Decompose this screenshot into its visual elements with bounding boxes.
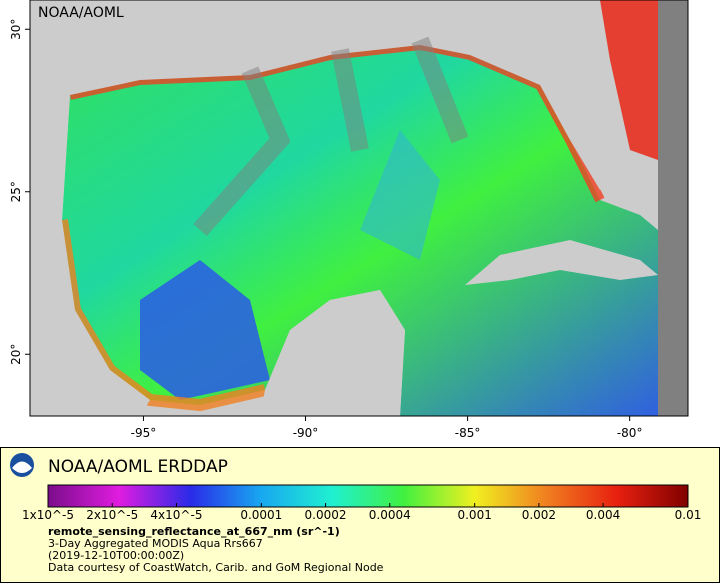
colorbar-tick-label: 2x10^-5 xyxy=(86,508,138,522)
time: (2019-12-10T00:00:00Z) xyxy=(48,549,184,562)
variable-name: remote_sensing_reflectance_at_667_nm (sr… xyxy=(48,525,340,538)
y-tick-label: 25° xyxy=(9,181,23,202)
legend-title: NOAA/AOML ERDDAP xyxy=(48,457,228,477)
map-image xyxy=(30,0,688,416)
colorbar-tick-label: 4x10^-5 xyxy=(150,508,202,522)
x-tick-label: -90° xyxy=(293,426,319,440)
colorbar xyxy=(47,484,689,508)
colorbar-ticks: 1x10^-5 2x10^-5 4x10^-5 0.0001 0.0002 0.0004 0… xyxy=(22,503,701,522)
colorbar-tick-label: 0.002 xyxy=(522,508,556,522)
y-tick-label: 30° xyxy=(9,19,23,40)
colorbar-tick-label: 0.0004 xyxy=(369,508,411,522)
colorbar-tick-label: 0.01 xyxy=(675,508,702,522)
colorbar-tick-label: 0.001 xyxy=(457,508,491,522)
colorbar-tick-label: 0.0001 xyxy=(240,508,282,522)
legend-panel xyxy=(0,447,720,583)
colorbar-tick-label: 1x10^-5 xyxy=(22,508,74,522)
credit: Data courtesy of CoastWatch, Carib. and … xyxy=(48,561,384,574)
x-tick-label: -80° xyxy=(617,426,643,440)
colorbar-tick-label: 0.0002 xyxy=(305,508,347,522)
dataset-description: 3-Day Aggregated MODIS Aqua Rrs667 xyxy=(48,537,263,550)
watermark: NOAA/AOML xyxy=(38,5,124,21)
x-tick-label: -85° xyxy=(455,426,481,440)
noaa-logo xyxy=(10,453,34,477)
axes: -95° -90° -85° -80° 20° 25° 30° xyxy=(9,19,642,440)
x-tick-label: -95° xyxy=(131,426,157,440)
map-frame xyxy=(29,0,689,417)
y-tick-label: 20° xyxy=(9,344,23,365)
colorbar-tick-label: 0.004 xyxy=(586,508,620,522)
